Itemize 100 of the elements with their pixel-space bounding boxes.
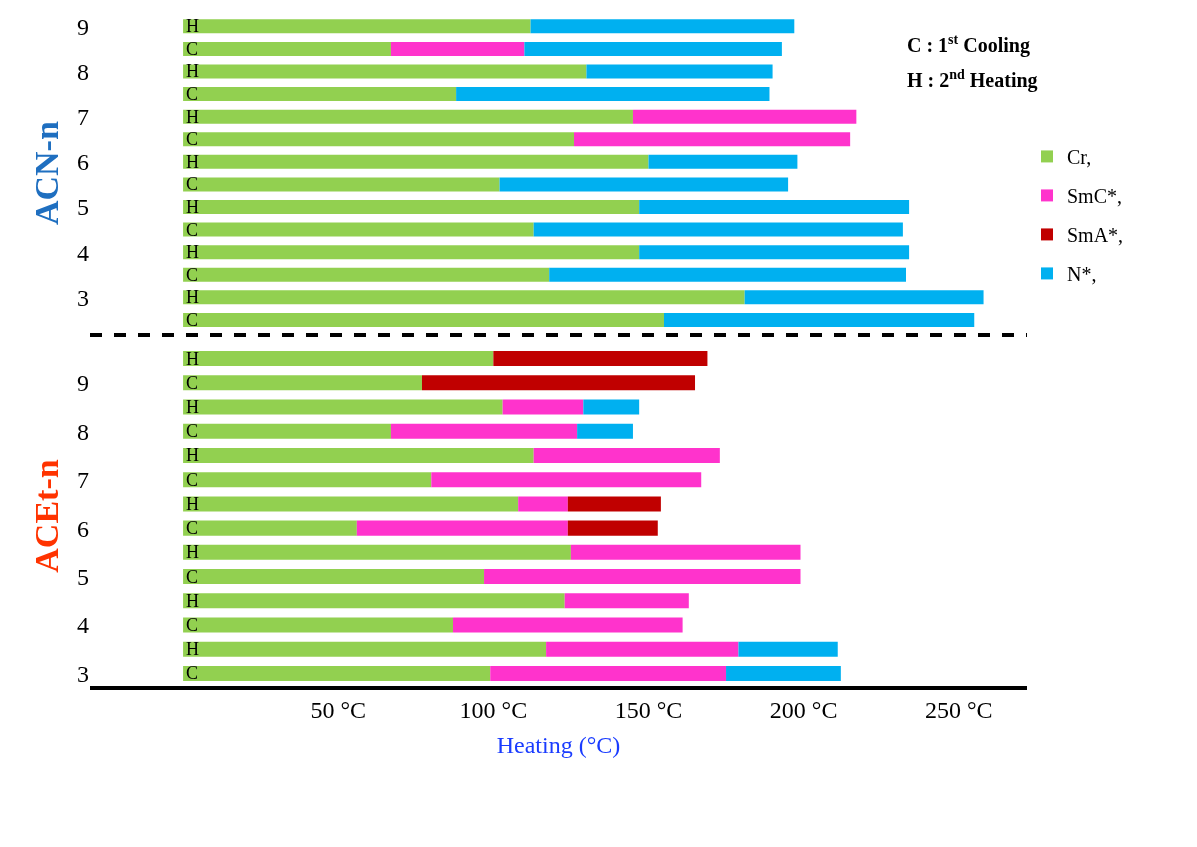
bar — [183, 199, 640, 214]
data-label: C — [186, 38, 199, 59]
data-label: C — [186, 84, 199, 105]
bar — [183, 617, 454, 633]
bar — [574, 132, 851, 147]
bar — [564, 593, 689, 609]
data-label: H — [186, 590, 200, 611]
bar — [639, 245, 910, 260]
y-tick-label: 4 — [77, 239, 89, 266]
data-label: H — [186, 397, 200, 418]
y-tick-label: 7 — [77, 467, 89, 494]
bar — [533, 222, 903, 237]
bar — [744, 290, 984, 305]
bar — [484, 569, 801, 585]
bar — [493, 351, 708, 367]
bar — [738, 641, 838, 657]
bar — [183, 569, 485, 585]
bar — [183, 399, 503, 415]
bar — [453, 617, 683, 633]
bar — [663, 312, 975, 327]
data-label: H — [186, 493, 200, 514]
bar — [502, 399, 584, 415]
y-tick-label: 5 — [77, 194, 89, 221]
data-label: H — [186, 287, 200, 308]
bar — [499, 177, 789, 192]
data-label: H — [186, 61, 200, 82]
x-tick-label: 100 °C — [459, 697, 528, 724]
y-axis-title: ACN-n — [27, 121, 65, 226]
bar — [567, 520, 658, 536]
data-label: C — [186, 469, 199, 490]
bar — [456, 87, 770, 102]
legend-label: Cr, — [1067, 146, 1092, 169]
bar — [183, 132, 575, 147]
bar — [546, 641, 739, 657]
bar — [577, 423, 633, 439]
y-tick-label: 6 — [77, 515, 89, 542]
y-axis-title: ACEt-n — [27, 459, 65, 573]
bar — [533, 447, 720, 463]
x-tick-label: 50 °C — [310, 697, 367, 724]
data-label: H — [186, 151, 200, 172]
data-label: C — [186, 518, 199, 539]
bar — [183, 109, 633, 124]
data-label: H — [186, 542, 200, 563]
bar — [183, 472, 432, 488]
bar — [183, 351, 494, 367]
bar — [549, 267, 906, 282]
bar — [632, 109, 857, 124]
bar — [183, 290, 745, 305]
bar — [183, 267, 550, 282]
data-label: C — [186, 615, 199, 636]
bar — [183, 544, 571, 560]
data-label: H — [186, 196, 200, 217]
y-tick-label: 8 — [77, 58, 89, 85]
bar — [183, 312, 664, 327]
bar — [183, 64, 587, 79]
annotation: H : 2$^{nd}$ Heating — [907, 67, 1038, 93]
data-label: C — [186, 264, 199, 285]
bar — [586, 64, 773, 79]
y-tick-label: 6 — [77, 149, 89, 176]
bar — [518, 496, 568, 512]
y-tick-label: 7 — [77, 104, 89, 131]
bar — [567, 496, 661, 512]
bar — [183, 447, 534, 463]
data-label: C — [186, 421, 199, 442]
y-tick-label: 9 — [77, 370, 89, 397]
y-tick-label: 4 — [77, 612, 89, 639]
bar — [183, 665, 491, 681]
data-label: C — [186, 219, 199, 240]
bar — [183, 41, 391, 56]
bar — [183, 19, 531, 34]
data-label: C — [186, 566, 199, 587]
bar — [356, 520, 568, 536]
bar — [183, 520, 357, 536]
bar — [183, 177, 500, 192]
x-axis-title: Heating (°C) — [496, 732, 621, 759]
data-label: C — [186, 129, 199, 150]
bar — [431, 472, 702, 488]
data-label: C — [186, 663, 199, 684]
bar — [524, 41, 782, 56]
bar — [726, 665, 841, 681]
legend-label: SmC*, — [1067, 185, 1123, 208]
data-label: H — [186, 16, 200, 37]
bar — [530, 19, 795, 34]
data-label: H — [186, 445, 200, 466]
y-tick-label: 8 — [77, 418, 89, 445]
legend-label: N*, — [1067, 263, 1097, 286]
x-tick-label: 200 °C — [769, 697, 838, 724]
bar — [183, 375, 422, 391]
bar — [183, 641, 547, 657]
bar — [639, 199, 910, 214]
annotation: C : 1$^{st}$ Cooling — [907, 32, 1030, 58]
y-tick-label: 5 — [77, 563, 89, 590]
x-tick-label: 150 °C — [614, 697, 683, 724]
bar — [183, 222, 534, 237]
bar — [183, 593, 565, 609]
y-tick-label: 3 — [77, 284, 89, 311]
data-label: H — [186, 348, 200, 369]
bar — [583, 399, 640, 415]
data-label: H — [186, 242, 200, 263]
bar — [183, 423, 391, 439]
